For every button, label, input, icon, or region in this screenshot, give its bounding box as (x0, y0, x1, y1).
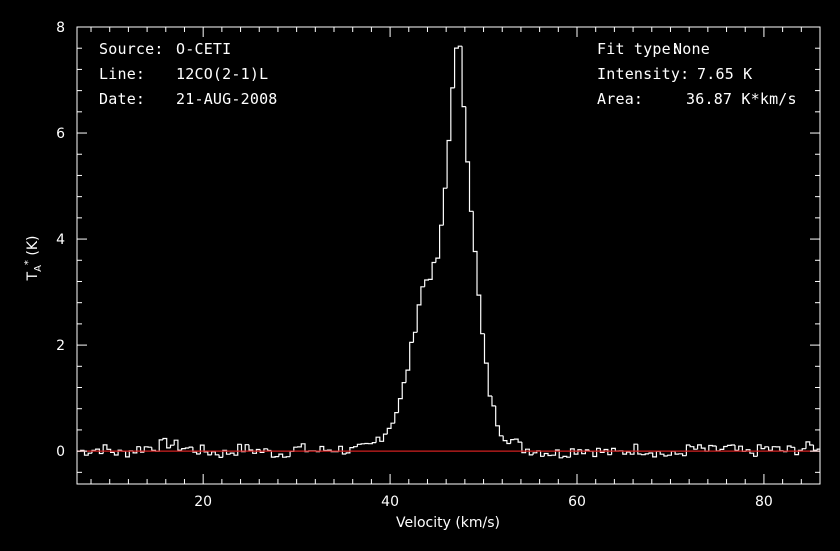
y-label-unit: (K) (25, 236, 41, 261)
y-label-sub: A (33, 265, 44, 272)
svg-text:TA* (K): TA* (K) (23, 236, 44, 282)
x-tick-label: 40 (381, 494, 399, 510)
y-label-sup: * (23, 260, 34, 265)
source-value: O-CETI (176, 40, 232, 58)
source-label: Source: (99, 40, 164, 58)
x-tick-label: 80 (755, 494, 773, 510)
x-axis-label: Velocity (km/s) (396, 515, 500, 531)
spectrum-series-line (77, 45, 820, 459)
y-tick-label: 2 (56, 338, 65, 354)
axis-ticks (77, 26, 821, 484)
intensity-value: 7.65 K (697, 65, 753, 83)
fit-type-value: None (673, 40, 710, 58)
axis-tick-labels: 20 40 60 80 0 2 4 6 8 (56, 20, 773, 510)
date-label: Date: (99, 90, 146, 108)
area-value: 36.87 K*km/s (686, 90, 797, 108)
y-tick-label: 4 (56, 232, 65, 248)
y-tick-label: 0 (56, 444, 65, 460)
area-label: Area: (597, 90, 644, 108)
x-tick-label: 20 (194, 494, 212, 510)
y-tick-label: 6 (56, 126, 65, 142)
line-label: Line: (99, 65, 146, 83)
y-axis-label: TA* (K) (23, 236, 44, 282)
intensity-label: Intensity: (597, 65, 690, 83)
fit-type-label: Fit type: (597, 40, 681, 58)
date-value: 21-AUG-2008 (176, 90, 278, 108)
plot-frame (76, 26, 821, 485)
y-label-main: T (25, 271, 41, 281)
y-tick-label: 8 (56, 20, 65, 36)
x-tick-label: 60 (568, 494, 586, 510)
line-value: 12CO(2-1)L (176, 65, 269, 83)
